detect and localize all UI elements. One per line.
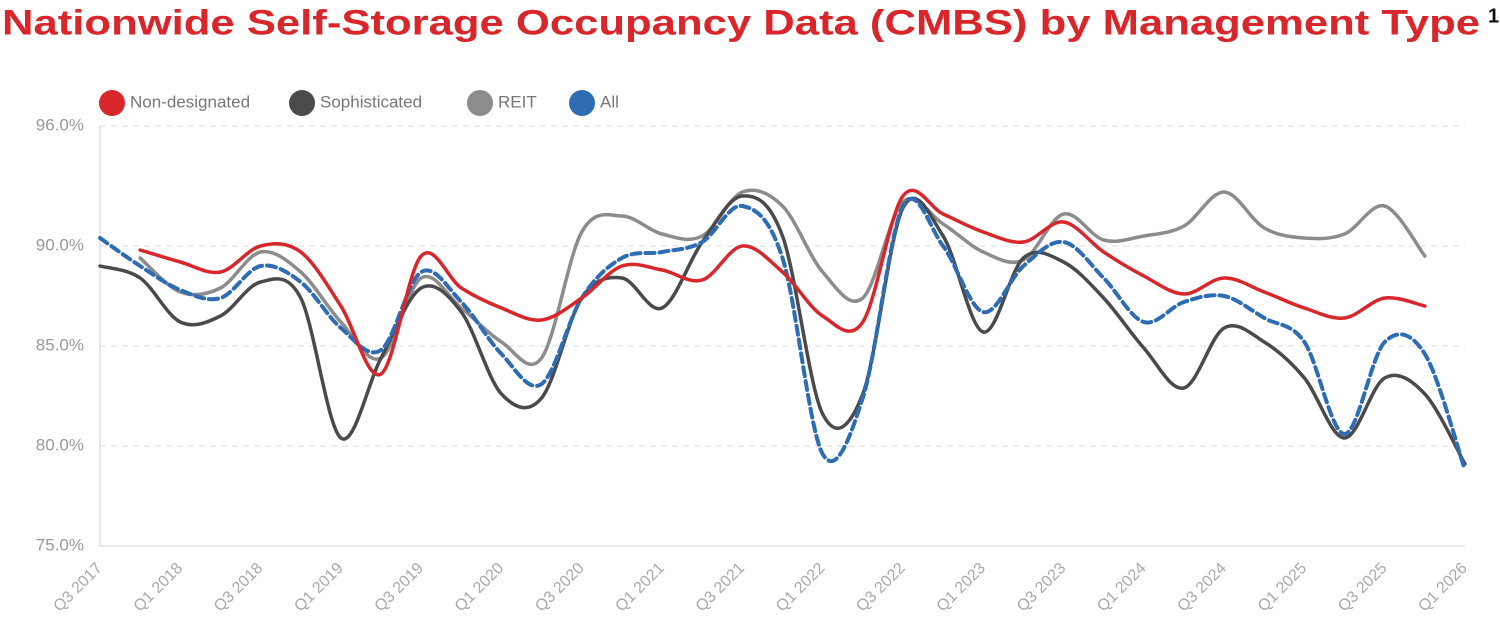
x-tick-label: Q3 2025 <box>1335 560 1391 616</box>
y-tick-label: 75.0% <box>36 535 84 554</box>
x-tick-label: Q1 2023 <box>934 560 990 616</box>
x-tick-label: Q3 2023 <box>1014 560 1070 616</box>
y-tick-label: 96.0% <box>36 115 84 134</box>
legend-marker <box>289 90 315 116</box>
chart-title: Nationwide Self-Storage Occupancy Data (… <box>2 3 1480 42</box>
legend-label: Sophisticated <box>320 92 422 111</box>
x-tick-label: Q1 2022 <box>773 560 829 616</box>
x-tick-label: Q1 2026 <box>1415 560 1471 616</box>
x-tick-label: Q3 2018 <box>211 560 267 616</box>
y-tick-label: 90.0% <box>36 235 84 254</box>
legend-marker <box>99 90 125 116</box>
x-tick-label: Q1 2018 <box>131 560 187 616</box>
y-tick-label: 80.0% <box>36 435 84 454</box>
series-line <box>138 188 1427 377</box>
series-line <box>98 194 1467 466</box>
x-tick-label: Q3 2021 <box>693 560 749 616</box>
title-footnote: 1 <box>1488 5 1499 27</box>
legend-label: All <box>600 92 619 111</box>
x-tick-label: Q3 2024 <box>1174 560 1230 616</box>
series-line <box>98 196 1467 472</box>
x-tick-label: Q3 2017 <box>50 560 106 616</box>
legend-marker <box>467 90 493 116</box>
x-tick-label: Q1 2021 <box>612 560 668 616</box>
x-tick-label: Q3 2019 <box>372 560 428 616</box>
x-tick-label: Q3 2022 <box>853 560 909 616</box>
x-tick-label: Q3 2020 <box>532 560 588 616</box>
x-tick-label: Q1 2024 <box>1094 560 1150 616</box>
legend-label: REIT <box>498 92 537 111</box>
x-tick-label: Q1 2019 <box>291 560 347 616</box>
y-tick-label: 85.0% <box>36 335 84 354</box>
legend-marker <box>569 90 595 116</box>
x-tick-label: Q1 2020 <box>452 560 508 616</box>
x-tick-label: Q1 2025 <box>1255 560 1311 616</box>
legend-label: Non-designated <box>130 92 250 111</box>
